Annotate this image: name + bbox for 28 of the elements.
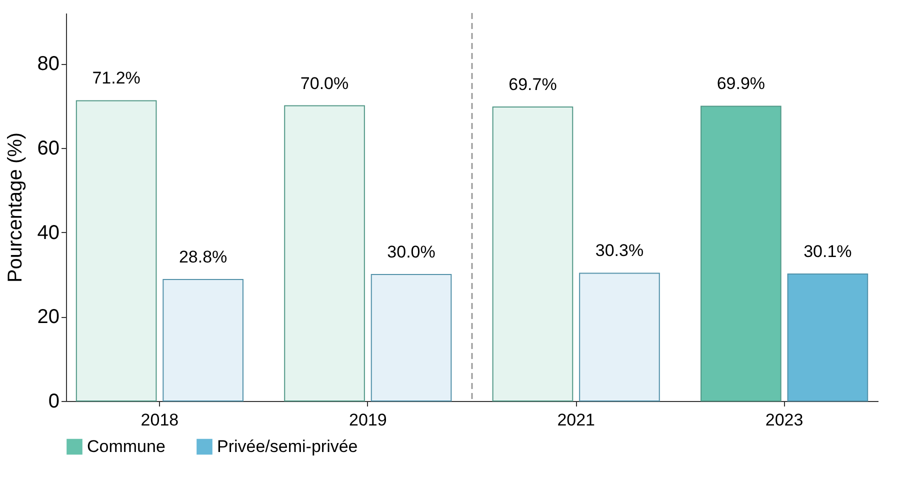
bar	[370, 274, 452, 402]
legend-label: Privée/semi-privée	[217, 436, 358, 456]
bar	[492, 106, 574, 402]
data-label: 30.1%	[804, 242, 852, 262]
data-label: 30.0%	[387, 242, 436, 262]
data-label: 28.8%	[178, 248, 228, 267]
x-tick-label: 2019	[348, 410, 387, 430]
x-tick-label: 2021	[557, 410, 596, 430]
data-label: 70.0%	[300, 74, 349, 93]
x-tick-label: 2023	[765, 410, 804, 430]
y-tick-label: 0	[48, 390, 60, 412]
y-tick-label: 20	[37, 306, 60, 328]
data-label: 30.3%	[595, 241, 644, 260]
data-label: 69.9%	[716, 74, 766, 94]
data-label: 71.2%	[92, 68, 140, 88]
bar	[162, 279, 244, 402]
y-axis-title: Pourcentage (%)	[4, 132, 26, 283]
legend-label: Commune	[87, 436, 166, 456]
y-tick-label: 60	[37, 137, 60, 160]
y-tick-label: 40	[37, 222, 60, 244]
bar	[579, 272, 660, 402]
bar	[700, 106, 782, 402]
data-label: 69.7%	[508, 75, 557, 94]
bar	[787, 274, 868, 402]
y-tick-label: 80	[37, 53, 60, 76]
x-tick-label: 2018	[140, 410, 179, 430]
bar	[76, 100, 157, 402]
bar	[284, 105, 365, 402]
